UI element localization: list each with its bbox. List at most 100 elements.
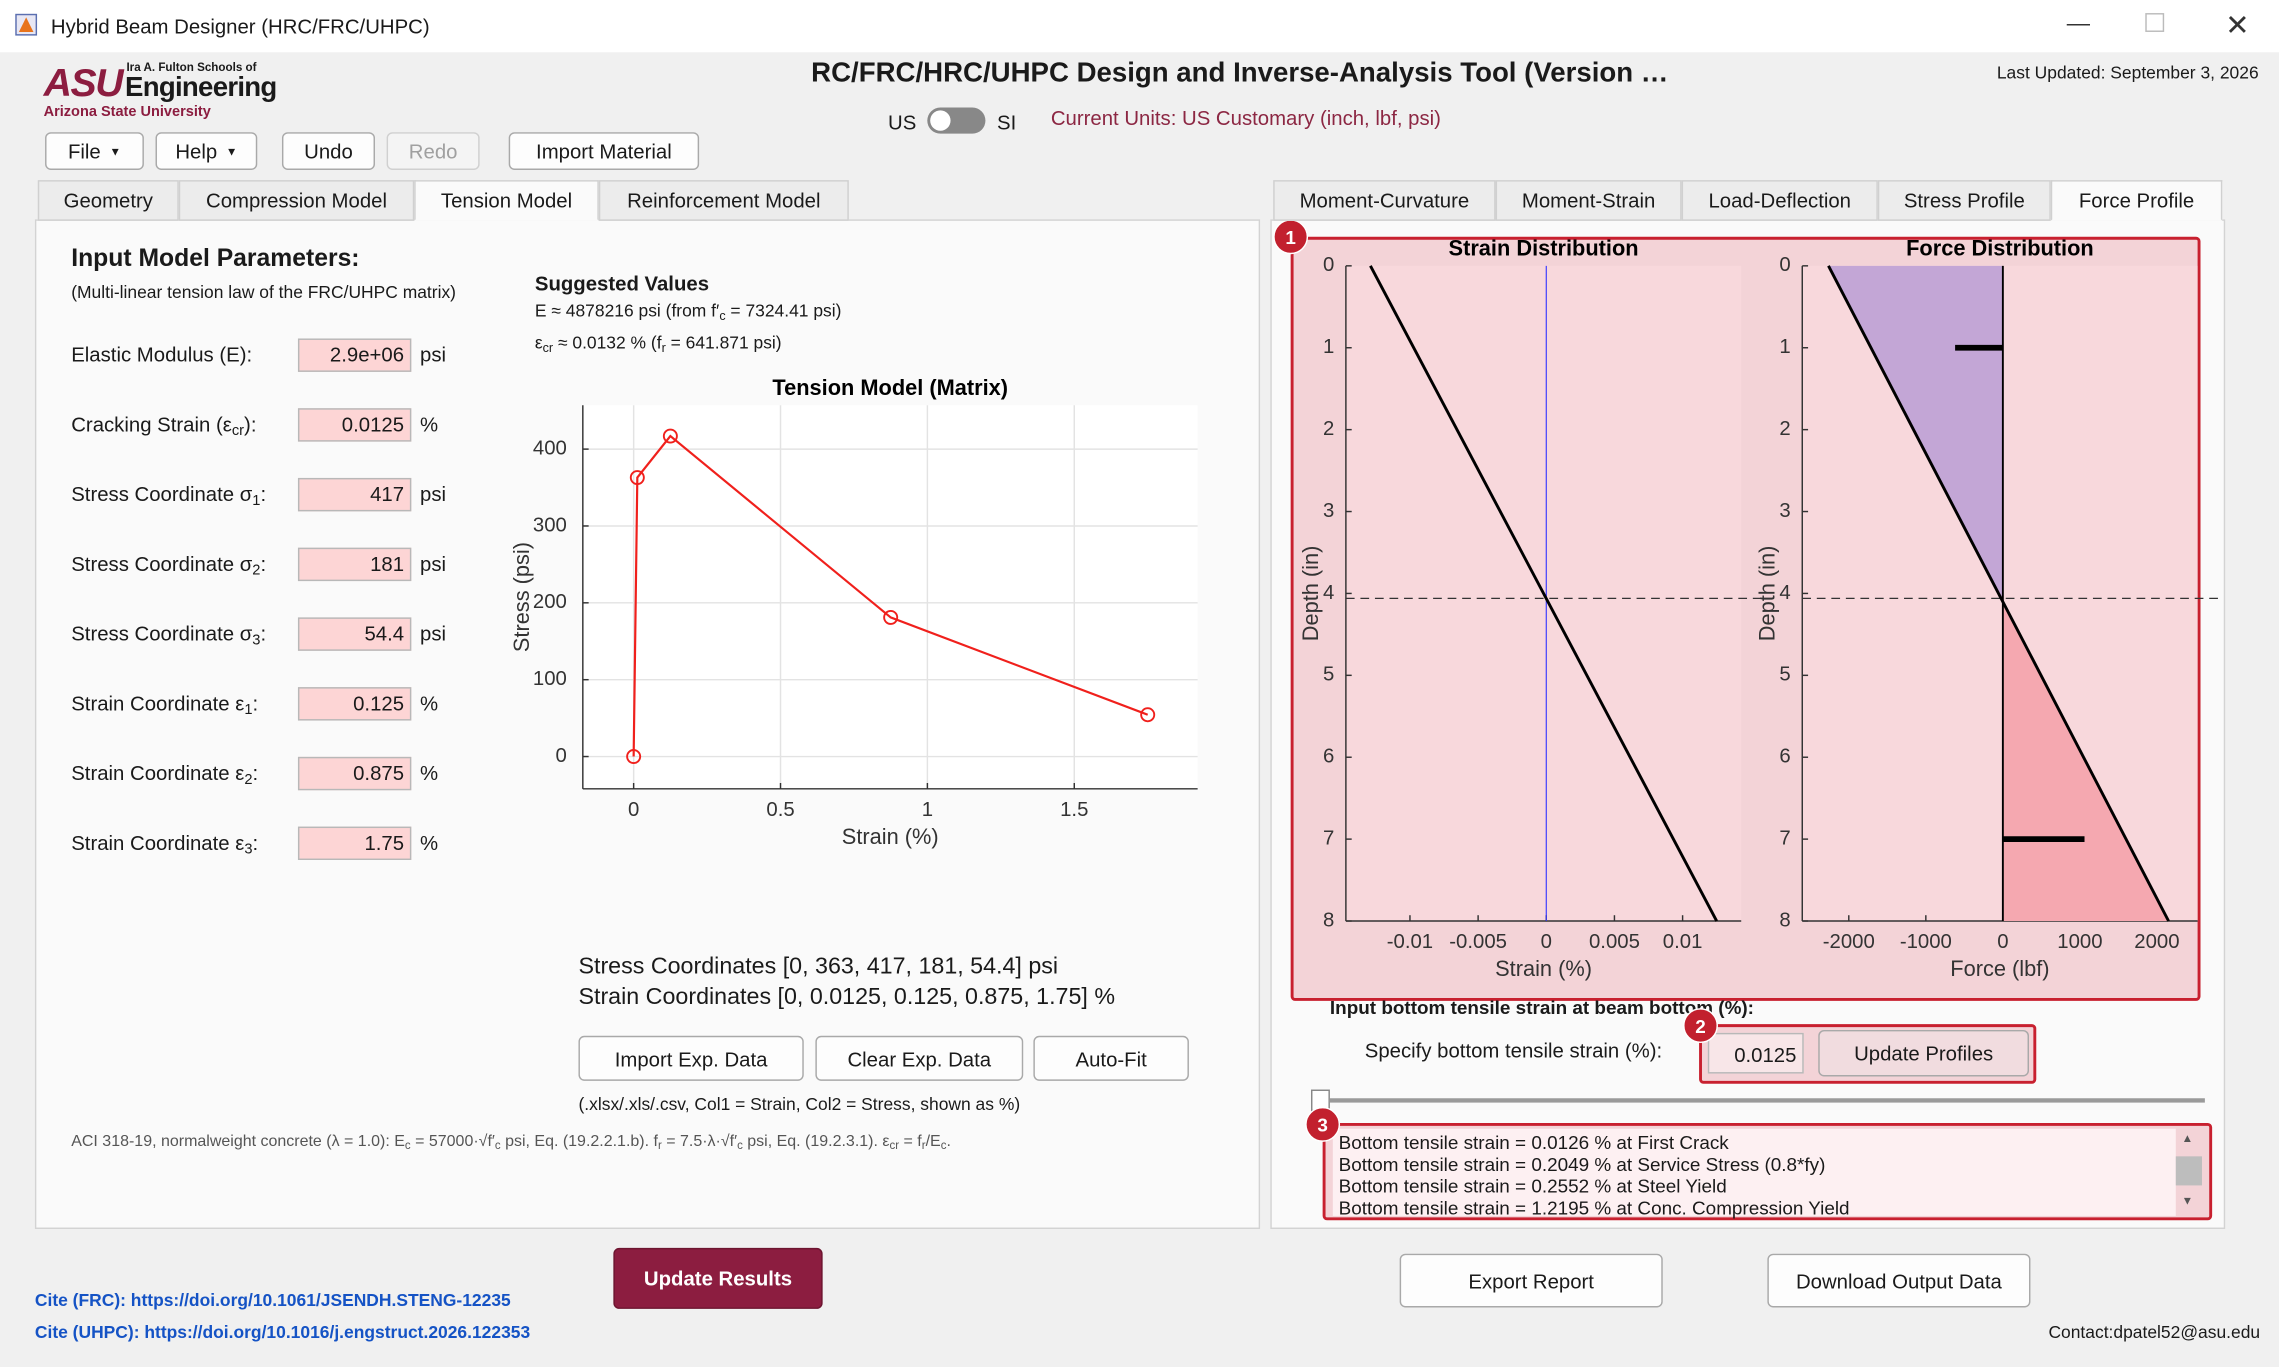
text-part: E ≈ 4878216 psi (from f′ [534, 300, 720, 322]
close-button[interactable]: ✕ [2225, 10, 2250, 43]
param-label: Stress Coordinate σ2: [71, 552, 267, 578]
undo-button[interactable]: Undo [281, 132, 375, 170]
logo-university: Arizona State University [43, 104, 211, 121]
scroll-down[interactable]: ▼ [2181, 1194, 2194, 1208]
subscript: 3 [252, 632, 261, 649]
suggested-title: Suggested Values [534, 271, 710, 295]
toggle-si: SI [997, 110, 1017, 134]
strain-coordinates: Strain Coordinates [0, 0.0125, 0.125, 0.… [578, 984, 1115, 1010]
param-input[interactable]: 54.4 [297, 617, 412, 651]
logo-mark: ASU [43, 61, 124, 105]
subscript: r [921, 1138, 926, 1152]
param-label: Stress Coordinate σ1: [71, 482, 267, 508]
text-part: : [252, 830, 259, 855]
export-report-button[interactable]: Export Report [1399, 1253, 1663, 1308]
tab[interactable]: Moment-Curvature [1273, 180, 1496, 221]
param-unit: % [420, 830, 439, 855]
subscript: r [661, 340, 666, 355]
text-part: : [252, 761, 259, 785]
aci-note: ACI 318-19, normalweight concrete (λ = 1… [71, 1133, 951, 1152]
param-input[interactable]: 417 [297, 477, 412, 512]
text-part: Stress Coordinate σ [71, 552, 253, 576]
text-part: Cracking Strain (ε [71, 412, 232, 436]
subscript: cr [542, 340, 554, 355]
strain-input-heading: Input bottom tensile strain at beam bott… [1329, 996, 1754, 1019]
param-unit: % [420, 691, 439, 715]
app-title: RC/FRC/HRC/UHPC Design and Inverse-Analy… [811, 58, 1669, 89]
strain-input[interactable]: 0.0125 [1707, 1032, 1804, 1074]
text-part: : [260, 552, 267, 576]
badge: 1 [1273, 219, 1309, 255]
profile-charts-box [1290, 236, 2201, 1001]
param-input[interactable]: 181 [297, 547, 412, 582]
last-updated: Last Updated: September 3, 2026 [1996, 62, 2259, 83]
current-units: Current Units: US Customary (inch, lbf, … [1050, 106, 1441, 130]
text-part: Stress Coordinate σ [71, 621, 253, 646]
param-input[interactable]: 0.0125 [297, 408, 412, 442]
text-part: ε [534, 332, 543, 354]
param-unit: % [420, 412, 439, 436]
text-part: Stress Coordinate σ [71, 482, 253, 506]
param-input[interactable]: 0.125 [297, 687, 412, 721]
param-unit: psi [420, 482, 447, 506]
tab[interactable]: Load-Deflection [1681, 180, 1878, 221]
scroll-up[interactable]: ▲ [2181, 1131, 2194, 1145]
auto-fit-button[interactable]: Auto-Fit [1033, 1035, 1189, 1081]
file-menu[interactable]: File ▼ [45, 132, 144, 170]
update-results-button[interactable]: Update Results [613, 1247, 823, 1309]
subscript: c [940, 1138, 947, 1152]
param-input[interactable]: 0.875 [297, 756, 412, 791]
text-part: : [260, 482, 267, 506]
badge: 3 [1305, 1106, 1341, 1142]
update-profiles-button[interactable]: Update Profiles [1818, 1029, 2030, 1077]
param-input[interactable]: 2.9e+06 [297, 338, 412, 372]
param-label: Elastic Modulus (E): [71, 343, 252, 366]
clear-exp-button[interactable]: Clear Exp. Data [815, 1035, 1024, 1081]
text-part: = 641.871 psi) [665, 332, 782, 354]
cite-uhpc-link[interactable]: Cite (UHPC): https://doi.org/10.1016/j.e… [34, 1321, 531, 1343]
text-part: . [946, 1133, 951, 1151]
param-label: Strain Coordinate ε1: [71, 691, 258, 717]
tab[interactable]: Force Profile [2050, 180, 2223, 221]
file-label: File [67, 139, 101, 163]
scrollbar-thumb[interactable] [2175, 1156, 2202, 1186]
download-button[interactable]: Download Output Data [1767, 1253, 2031, 1308]
title-bar [0, 0, 2279, 53]
text-part: Strain Coordinate ε [71, 691, 245, 715]
text-part: Strain Coordinate ε [71, 761, 245, 785]
help-menu[interactable]: Help ▼ [155, 132, 258, 170]
maximize-button[interactable] [2145, 13, 2165, 32]
subscript: cr [231, 423, 245, 440]
subscript: 3 [244, 841, 253, 858]
cite-frc-link[interactable]: Cite (FRC): https://doi.org/10.1061/JSEN… [34, 1290, 511, 1311]
strain-slider[interactable] [1312, 1098, 2205, 1103]
minimize-button[interactable]: — [2066, 11, 2091, 37]
window-title: Hybrid Beam Designer (HRC/FRC/UHPC) [50, 14, 430, 38]
tab[interactable]: Reinforcement Model [598, 180, 849, 221]
tab[interactable]: Compression Model [178, 180, 415, 221]
unit-toggle[interactable] [927, 107, 986, 134]
subscript: 2 [244, 772, 253, 789]
tab[interactable]: Tension Model [414, 180, 599, 221]
text-part: psi, Eq. (19.2.2.1.b). f [500, 1133, 658, 1151]
import-exp-button[interactable]: Import Exp. Data [578, 1035, 804, 1081]
text-part: Strain Coordinate ε [71, 830, 245, 855]
subscript: c [719, 308, 726, 323]
text-part: = 7.5·λ·√f′ [661, 1133, 738, 1151]
text-part: = 57000·√f′ [410, 1133, 495, 1151]
text-part: = 7324.41 psi) [725, 300, 842, 322]
import-material-button[interactable]: Import Material [508, 132, 700, 170]
params-subheading: (Multi-linear tension law of the FRC/UHP… [71, 281, 456, 303]
redo-button[interactable]: Redo [386, 132, 480, 170]
param-unit: psi [420, 621, 447, 646]
tab[interactable]: Moment-Strain [1495, 180, 1682, 221]
param-input[interactable]: 1.75 [297, 826, 412, 861]
subscript: 1 [252, 493, 261, 510]
param-unit: psi [420, 552, 447, 576]
tab[interactable]: Geometry [37, 180, 179, 221]
tab[interactable]: Stress Profile [1877, 180, 2051, 221]
app-icon [15, 13, 38, 36]
text-part: ACI 318-19, normalweight concrete (λ = 1… [71, 1133, 405, 1151]
param-label: Cracking Strain (εcr): [71, 412, 256, 440]
